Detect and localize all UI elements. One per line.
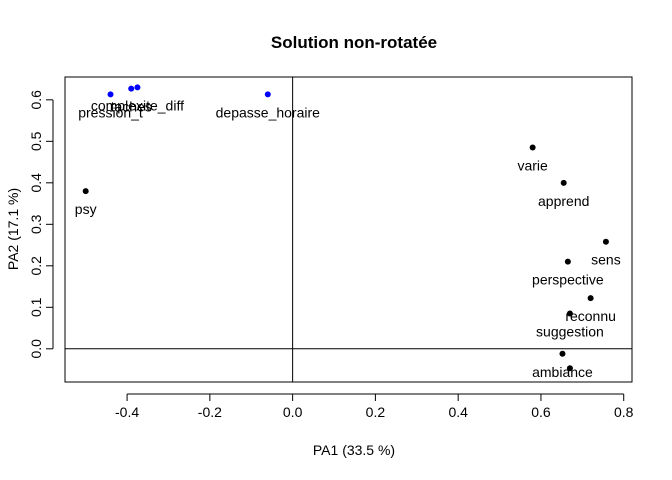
- y-tick-label: 0.2: [28, 256, 44, 276]
- point-label: suggestion: [536, 324, 604, 340]
- point-label: ambiance: [532, 364, 593, 380]
- data-point: [264, 91, 271, 98]
- x-axis: -0.4 -0.2 0.0 0.2 0.4 0.6 0.8: [115, 393, 634, 420]
- data-points: [82, 84, 609, 372]
- y-tick-label: 0.0: [28, 339, 44, 359]
- data-point: [566, 365, 573, 372]
- point-label: psy: [75, 201, 97, 217]
- data-point: [566, 310, 573, 317]
- x-tick-label: 0.0: [283, 404, 303, 420]
- data-point: [564, 258, 571, 265]
- x-tick-label: -0.2: [198, 404, 222, 420]
- point-label: taches: [111, 99, 152, 115]
- y-axis-label: PA2 (17.1 %): [5, 188, 21, 270]
- point-label: perspective: [532, 272, 604, 288]
- point-label: varie: [517, 158, 548, 174]
- x-axis-label: PA1 (33.5 %): [313, 442, 395, 458]
- data-point: [602, 238, 609, 245]
- point-label: complexite_diff: [91, 97, 184, 113]
- y-tick-label: 0.3: [28, 214, 44, 234]
- chart-title: Solution non-rotatée: [271, 33, 437, 52]
- data-point: [128, 85, 135, 92]
- plot-frame: [64, 76, 633, 383]
- x-tick-label: 0.2: [366, 404, 386, 420]
- x-tick-label: 0.4: [448, 404, 468, 420]
- y-axis: 0.0 0.1 0.2 0.3 0.4 0.5 0.6: [28, 90, 54, 359]
- x-tick-label: -0.4: [115, 404, 139, 420]
- data-point: [529, 144, 536, 151]
- point-label: reconnu: [565, 308, 616, 324]
- x-tick-label: 0.6: [531, 404, 551, 420]
- y-tick-label: 0.5: [28, 131, 44, 151]
- x-tick-label: 0.8: [614, 404, 634, 420]
- y-tick-label: 0.1: [28, 297, 44, 317]
- point-label: pression_t: [78, 104, 143, 120]
- data-point: [82, 188, 89, 195]
- reference-lines: [65, 77, 632, 382]
- point-label: sens: [591, 252, 621, 268]
- data-point: [559, 350, 566, 357]
- data-point: [134, 84, 141, 91]
- y-tick-label: 0.6: [28, 90, 44, 110]
- data-point: [587, 295, 594, 302]
- data-point: [560, 179, 567, 186]
- point-label: depasse_horaire: [216, 104, 321, 120]
- data-point: [107, 91, 114, 98]
- y-tick-label: 0.4: [28, 173, 44, 193]
- point-label: apprend: [538, 193, 589, 209]
